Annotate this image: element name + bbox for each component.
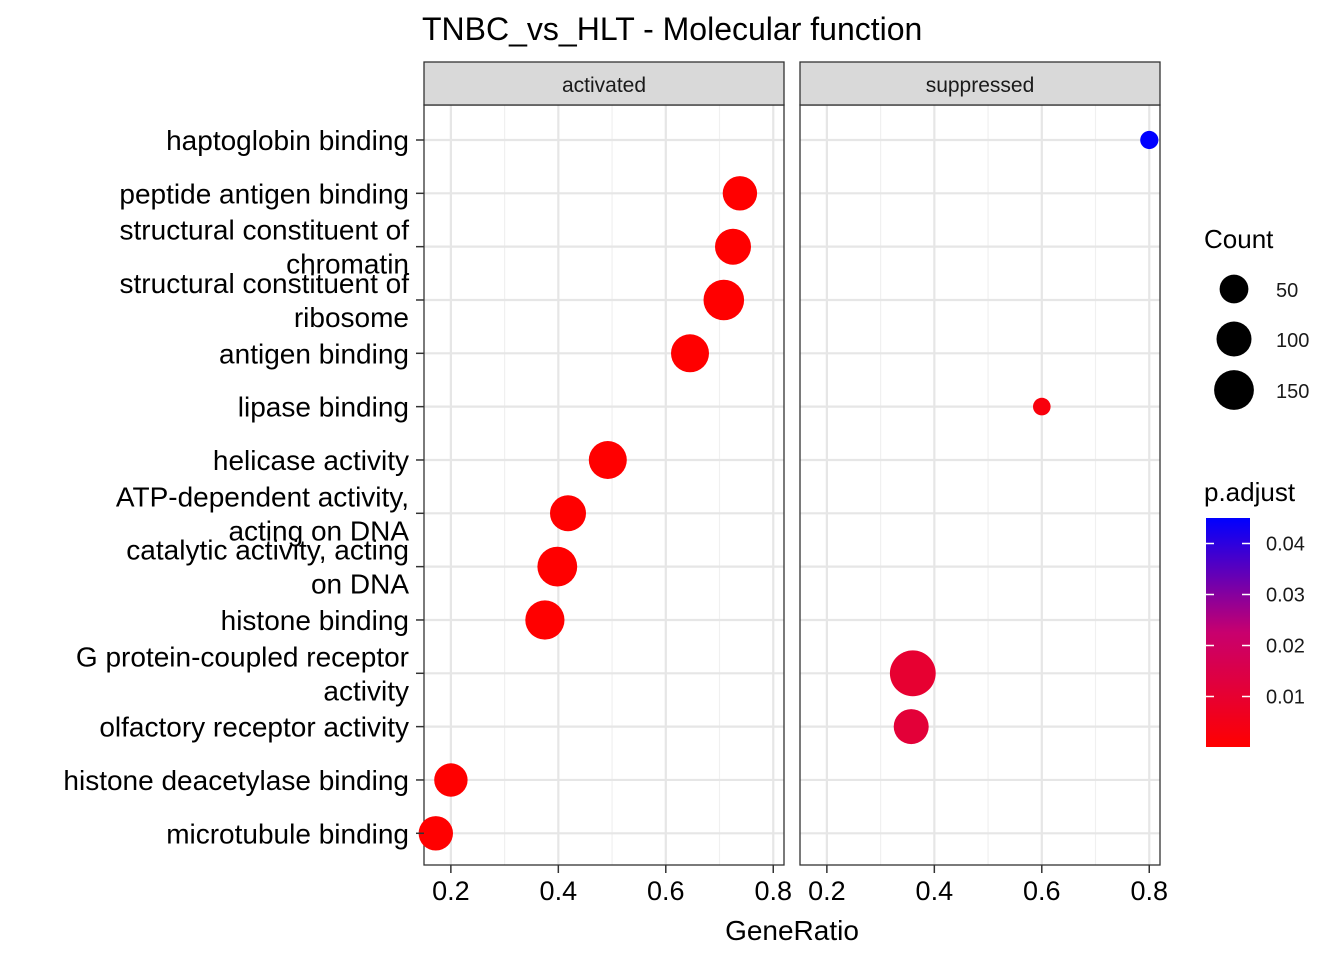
y-tick-label: peptide antigen binding	[119, 178, 409, 209]
data-point	[889, 650, 936, 697]
padjust-legend: p.adjust 0.04 0.03 0.02 0.01	[1204, 477, 1305, 747]
y-tick-label: ATP-dependent activity,	[116, 481, 409, 512]
y-tick-label: acting on DNA	[228, 515, 409, 546]
count-legend: Count 50 100 150	[1204, 224, 1309, 410]
y-tick-label: on DNA	[311, 569, 409, 600]
data-point	[893, 709, 929, 745]
chart-title: TNBC_vs_HLT - Molecular function	[422, 11, 922, 47]
facet-strip	[799, 61, 1161, 106]
data-point	[537, 546, 578, 587]
facet-strip-label: suppressed	[926, 74, 1035, 97]
data-point	[1140, 130, 1159, 150]
x-tick-label: 0.6	[647, 876, 685, 906]
padjust-legend-title: p.adjust	[1204, 477, 1296, 507]
facet-strip-label: activated	[562, 74, 646, 97]
y-tick-label: structural constituent of	[120, 268, 410, 299]
y-tick-label: G protein-coupled receptor	[76, 641, 409, 672]
padjust-legend-label: 0.03	[1266, 585, 1305, 607]
data-point	[715, 228, 751, 265]
y-tick-label: ribosome	[294, 302, 409, 333]
count-legend-label: 150	[1276, 381, 1309, 403]
padjust-legend-label: 0.01	[1266, 687, 1305, 709]
count-legend-key	[1219, 274, 1249, 304]
count-legend-label: 100	[1276, 330, 1309, 352]
data-point	[525, 600, 565, 640]
data-point	[418, 816, 453, 851]
facet-strip	[423, 61, 785, 106]
padjust-colorbar	[1206, 518, 1250, 747]
x-tick-label: 0.4	[540, 876, 578, 906]
x-tick-label: 0.2	[808, 876, 846, 906]
x-tick-label: 0.4	[916, 876, 954, 906]
count-legend-key	[1216, 321, 1252, 357]
x-tick-label: 0.8	[754, 876, 792, 906]
y-tick-label: histone binding	[221, 605, 409, 636]
data-point	[434, 763, 468, 797]
padjust-legend-label: 0.04	[1266, 534, 1305, 556]
y-tick-label: microtubule binding	[166, 818, 409, 849]
y-tick-label: activity	[323, 675, 409, 706]
padjust-legend-label: 0.02	[1266, 636, 1305, 658]
x-tick-label: 0.6	[1023, 876, 1061, 906]
facet-panel-suppressed: suppressed 0.2 0.4 0.6 0.8	[799, 61, 1168, 906]
y-tick-label: chromatin	[286, 249, 409, 280]
y-tick-label: haptoglobin binding	[166, 125, 409, 156]
y-tick-label: antigen binding	[219, 338, 409, 369]
y-tick-label: olfactory receptor activity	[99, 712, 409, 743]
y-tick-label: structural constituent of	[120, 215, 410, 246]
x-tick-label: 0.8	[1130, 876, 1168, 906]
y-tick-label: lipase binding	[238, 392, 409, 423]
data-point	[1033, 397, 1051, 416]
y-tick-label: catalytic activity, acting	[126, 535, 409, 566]
data-point	[588, 441, 627, 479]
y-tick-label: histone deacetylase binding	[63, 765, 409, 796]
y-tick-label: helicase activity	[213, 445, 409, 476]
x-tick-label: 0.2	[432, 876, 470, 906]
count-legend-title: Count	[1204, 224, 1274, 254]
data-point	[722, 176, 758, 211]
data-point	[550, 495, 586, 532]
data-point	[671, 334, 709, 373]
data-point	[703, 279, 745, 321]
count-legend-label: 50	[1276, 280, 1298, 302]
count-legend-key	[1214, 370, 1254, 410]
x-axis-title: GeneRatio	[725, 915, 859, 946]
